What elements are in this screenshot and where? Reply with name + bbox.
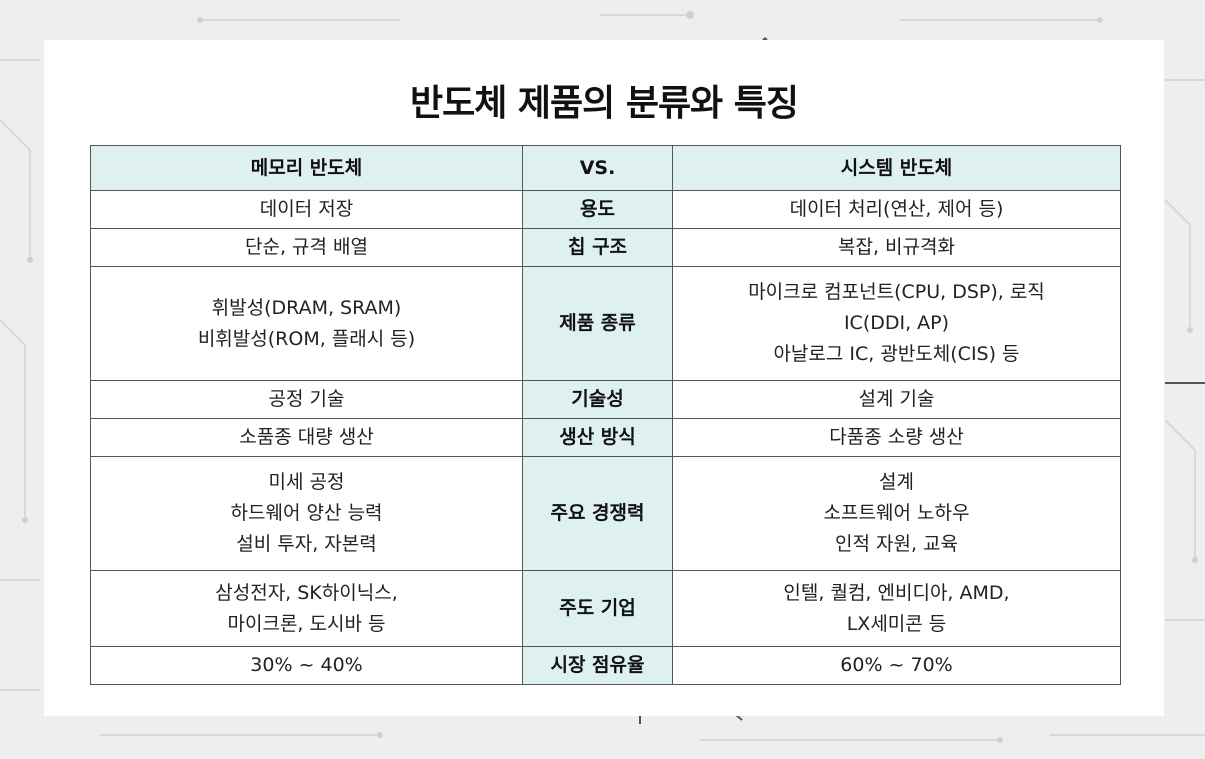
memory-cell: 30% ~ 40% xyxy=(90,646,523,685)
page-title: 반도체 제품의 분류와 특징 xyxy=(410,83,799,124)
table-row: 삼성전자, SK하이닉스, 마이크론, 도시바 등 주도 기업 인텔, 퀄컴, … xyxy=(90,570,1121,647)
table-row: 단순, 규격 배열 칩 구조 복잡, 비규격화 xyxy=(90,228,1121,267)
comparison-table: 메모리 반도체 VS. 시스템 반도체 데이터 저장 용도 데이터 처리(연산,… xyxy=(90,145,1121,685)
category-cell: 주요 경쟁력 xyxy=(522,456,673,571)
system-cell: 다품종 소량 생산 xyxy=(672,418,1121,457)
table-row: 공정 기술 기술성 설계 기술 xyxy=(90,380,1121,419)
table-row: 휘발성(DRAM, SRAM) 비휘발성(ROM, 플래시 등) 제품 종류 마… xyxy=(90,266,1121,381)
system-cell: 데이터 처리(연산, 제어 등) xyxy=(672,190,1121,229)
category-cell: 생산 방식 xyxy=(522,418,673,457)
header-system: 시스템 반도체 xyxy=(672,145,1121,191)
table-row: 데이터 저장 용도 데이터 처리(연산, 제어 등) xyxy=(90,190,1121,229)
category-cell: 기술성 xyxy=(522,380,673,419)
header-vs: VS. xyxy=(522,145,673,191)
system-cell: 인텔, 퀄컴, 엔비디아, AMD, LX세미콘 등 xyxy=(672,570,1121,647)
category-cell: 주도 기업 xyxy=(522,570,673,647)
memory-cell: 휘발성(DRAM, SRAM) 비휘발성(ROM, 플래시 등) xyxy=(90,266,523,381)
header-memory: 메모리 반도체 xyxy=(90,145,523,191)
memory-cell: 소품종 대량 생산 xyxy=(90,418,523,457)
table-header-row: 메모리 반도체 VS. 시스템 반도체 xyxy=(90,145,1121,191)
system-cell: 설계 소프트웨어 노하우 인적 자원, 교육 xyxy=(672,456,1121,571)
system-cell: 복잡, 비규격화 xyxy=(672,228,1121,267)
category-cell: 시장 점유율 xyxy=(522,646,673,685)
table-row: 미세 공정 하드웨어 양산 능력 설비 투자, 자본력 주요 경쟁력 설계 소프… xyxy=(90,456,1121,571)
content-card: 반도체 제품의 분류와 특징 메모리 반도체 VS. 시스템 반도체 데이터 저… xyxy=(44,40,1164,716)
system-cell: 마이크로 컴포넌트(CPU, DSP), 로직 IC(DDI, AP) 아날로그… xyxy=(672,266,1121,381)
memory-cell: 데이터 저장 xyxy=(90,190,523,229)
memory-cell: 미세 공정 하드웨어 양산 능력 설비 투자, 자본력 xyxy=(90,456,523,571)
category-cell: 용도 xyxy=(522,190,673,229)
system-cell: 설계 기술 xyxy=(672,380,1121,419)
category-cell: 칩 구조 xyxy=(522,228,673,267)
table-row: 소품종 대량 생산 생산 방식 다품종 소량 생산 xyxy=(90,418,1121,457)
memory-cell: 삼성전자, SK하이닉스, 마이크론, 도시바 등 xyxy=(90,570,523,647)
system-cell: 60% ~ 70% xyxy=(672,646,1121,685)
category-cell: 제품 종류 xyxy=(522,266,673,381)
table-row: 30% ~ 40% 시장 점유율 60% ~ 70% xyxy=(90,646,1121,685)
memory-cell: 공정 기술 xyxy=(90,380,523,419)
memory-cell: 단순, 규격 배열 xyxy=(90,228,523,267)
